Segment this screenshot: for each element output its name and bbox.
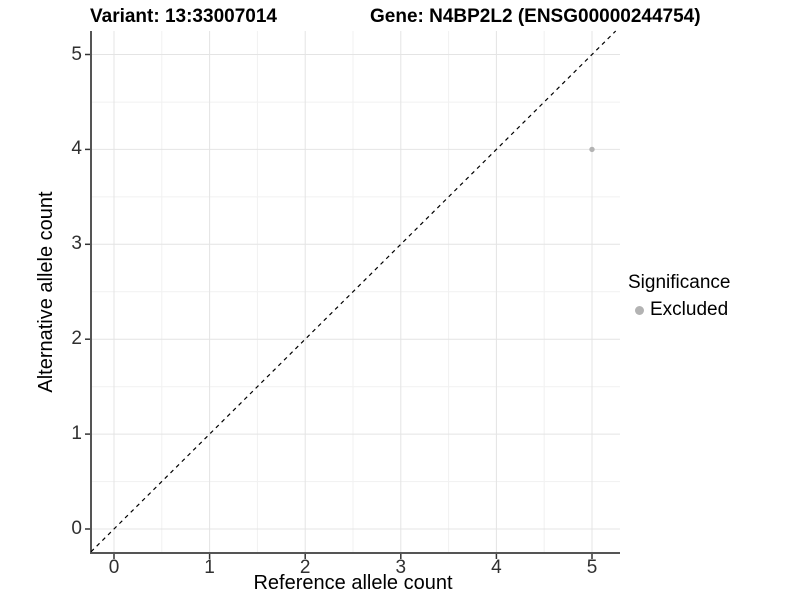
- grid-minor-lines: [91, 31, 620, 553]
- y-tick-label: 1: [71, 423, 82, 445]
- legend-entry-label: Excluded: [650, 299, 729, 320]
- x-tick-label: 1: [204, 557, 215, 578]
- y-tick-label: 5: [71, 43, 82, 65]
- y-tick-label: 4: [71, 138, 82, 160]
- y-axis-title: Alternative allele count: [35, 191, 57, 393]
- plot-title-gene: Gene: N4BP2L2 (ENSG00000244754): [370, 6, 701, 27]
- data-point-excluded: [589, 146, 595, 153]
- x-tick-label: 4: [491, 557, 502, 578]
- x-axis-title: Reference allele count: [253, 572, 453, 594]
- x-tick-label: 5: [586, 557, 598, 578]
- grid-major-lines: [91, 31, 620, 553]
- legend-entry-excluded: Excluded: [628, 299, 730, 321]
- legend-point-icon: [635, 305, 644, 315]
- y-tick-label: 3: [71, 233, 82, 255]
- y-tick-label: 2: [71, 328, 82, 350]
- plot-title-variant: Variant: 13:33007014: [90, 6, 277, 27]
- x-tick-label: 2: [299, 557, 311, 578]
- identity-reference-line: [90, 30, 617, 553]
- x-tick-label: 3: [395, 557, 407, 578]
- legend: Significance Excluded: [628, 272, 730, 321]
- x-axis-tick-marks: [113, 554, 593, 559]
- legend-title: Significance: [628, 272, 731, 293]
- x-tick-label: 0: [108, 557, 120, 578]
- y-axis-tick-marks: [85, 53, 90, 530]
- y-tick-label: 0: [71, 518, 82, 539]
